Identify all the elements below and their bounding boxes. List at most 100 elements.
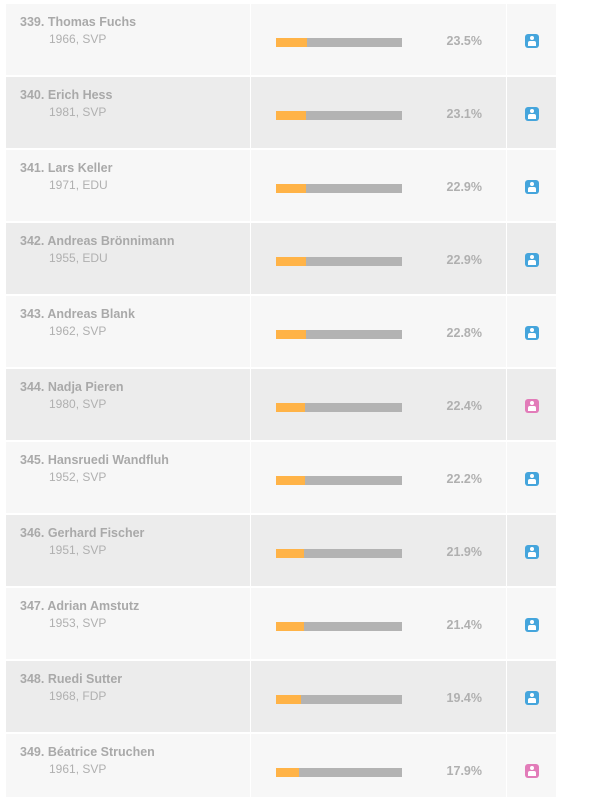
score-percent: 22.8% <box>446 326 482 340</box>
score-cell: 22.4% <box>251 369 507 440</box>
score-cell: 22.8% <box>251 296 507 367</box>
score-cell: 22.2% <box>251 442 507 513</box>
member-name[interactable]: 343. Andreas Blank <box>20 307 135 321</box>
member-name-text: Thomas Fuchs <box>47 15 137 29</box>
rank-number: 349. <box>20 745 45 759</box>
score-cell: 22.9% <box>251 223 507 294</box>
score-bar <box>276 111 402 120</box>
gender-cell <box>507 442 556 513</box>
table-row[interactable]: 349. Béatrice Struchen 1961, SVP 17.9% <box>6 734 556 797</box>
score-bar <box>276 622 402 631</box>
score-bar-fill <box>276 257 306 266</box>
score-bar-fill <box>276 403 306 412</box>
table-row[interactable]: 343. Andreas Blank 1962, SVP 22.8% <box>6 296 556 368</box>
member-name[interactable]: 341. Lars Keller <box>20 161 112 175</box>
name-cell: 339. Thomas Fuchs 1966, SVP <box>6 4 251 75</box>
score-percent: 23.1% <box>446 107 482 121</box>
member-name-text: Gerhard Fischer <box>47 526 145 540</box>
male-icon <box>525 107 539 121</box>
score-bar <box>276 768 402 777</box>
male-icon <box>525 545 539 559</box>
male-icon <box>525 618 539 632</box>
member-name[interactable]: 339. Thomas Fuchs <box>20 15 136 29</box>
score-bar-fill <box>276 38 307 47</box>
score-bar-fill <box>276 695 302 704</box>
male-icon <box>525 34 539 48</box>
member-name-text: Erich Hess <box>47 88 113 102</box>
name-cell: 346. Gerhard Fischer 1951, SVP <box>6 515 251 586</box>
rank-number: 342. <box>20 234 45 248</box>
rank-number: 340. <box>20 88 45 102</box>
member-name[interactable]: 349. Béatrice Struchen <box>20 745 155 759</box>
score-percent: 22.9% <box>446 180 482 194</box>
female-icon <box>525 764 539 778</box>
gender-cell <box>507 150 556 221</box>
member-meta: 1962, SVP <box>49 324 107 338</box>
ranking-list: 339. Thomas Fuchs 1966, SVP 23.5% 340. Eric… <box>6 0 556 797</box>
rank-number: 346. <box>20 526 45 540</box>
score-cell: 23.5% <box>251 4 507 75</box>
member-meta: 1951, SVP <box>49 543 107 557</box>
member-name-text: Adrian Amstutz <box>47 599 140 613</box>
score-cell: 23.1% <box>251 77 507 148</box>
table-row[interactable]: 342. Andreas Brönnimann 1955, EDU 22.9% <box>6 223 556 295</box>
score-bar-fill <box>276 184 306 193</box>
table-row[interactable]: 341. Lars Keller 1971, EDU 22.9% <box>6 150 556 222</box>
rank-number: 343. <box>20 307 45 321</box>
score-bar <box>276 330 402 339</box>
member-name[interactable]: 347. Adrian Amstutz <box>20 599 139 613</box>
score-bar-fill <box>276 768 300 777</box>
member-meta: 1971, EDU <box>49 178 108 192</box>
score-cell: 21.4% <box>251 588 507 659</box>
score-bar-fill <box>276 549 305 558</box>
rank-number: 348. <box>20 672 45 686</box>
member-meta: 1953, SVP <box>49 616 107 630</box>
member-meta: 1980, SVP <box>49 397 107 411</box>
member-name[interactable]: 340. Erich Hess <box>20 88 112 102</box>
score-cell: 22.9% <box>251 150 507 221</box>
score-bar <box>276 38 402 47</box>
score-percent: 21.4% <box>446 618 482 632</box>
table-row[interactable]: 347. Adrian Amstutz 1953, SVP 21.4% <box>6 588 556 660</box>
gender-cell <box>507 4 556 75</box>
score-bar <box>276 476 402 485</box>
female-icon <box>525 399 539 413</box>
table-row[interactable]: 339. Thomas Fuchs 1966, SVP 23.5% <box>6 4 556 76</box>
name-cell: 342. Andreas Brönnimann 1955, EDU <box>6 223 251 294</box>
member-meta: 1968, FDP <box>49 689 107 703</box>
score-bar-fill <box>276 622 304 631</box>
score-percent: 21.9% <box>446 545 482 559</box>
table-row[interactable]: 348. Ruedi Sutter 1968, FDP 19.4% <box>6 661 556 733</box>
member-name[interactable]: 345. Hansruedi Wandfluh <box>20 453 169 467</box>
member-name[interactable]: 348. Ruedi Sutter <box>20 672 122 686</box>
member-meta: 1955, EDU <box>49 251 108 265</box>
rank-number: 345. <box>20 453 45 467</box>
member-name[interactable]: 342. Andreas Brönnimann <box>20 234 174 248</box>
table-row[interactable]: 340. Erich Hess 1981, SVP 23.1% <box>6 77 556 149</box>
male-icon <box>525 326 539 340</box>
member-name-text: Nadja Pieren <box>47 380 124 394</box>
score-percent: 17.9% <box>446 764 482 778</box>
rank-number: 344. <box>20 380 45 394</box>
name-cell: 349. Béatrice Struchen 1961, SVP <box>6 734 251 797</box>
male-icon <box>525 180 539 194</box>
score-bar-fill <box>276 476 305 485</box>
score-percent: 19.4% <box>446 691 482 705</box>
name-cell: 347. Adrian Amstutz 1953, SVP <box>6 588 251 659</box>
score-percent: 22.9% <box>446 253 482 267</box>
member-name-text: Ruedi Sutter <box>47 672 123 686</box>
table-row[interactable]: 344. Nadja Pieren 1980, SVP 22.4% <box>6 369 556 441</box>
score-bar <box>276 257 402 266</box>
table-row[interactable]: 345. Hansruedi Wandfluh 1952, SVP 22.2% <box>6 442 556 514</box>
gender-cell <box>507 223 556 294</box>
score-bar <box>276 549 402 558</box>
member-name[interactable]: 344. Nadja Pieren <box>20 380 124 394</box>
gender-cell <box>507 661 556 732</box>
name-cell: 344. Nadja Pieren 1980, SVP <box>6 369 251 440</box>
name-cell: 340. Erich Hess 1981, SVP <box>6 77 251 148</box>
member-name[interactable]: 346. Gerhard Fischer <box>20 526 144 540</box>
table-row[interactable]: 346. Gerhard Fischer 1951, SVP 21.9% <box>6 515 556 587</box>
gender-cell <box>507 77 556 148</box>
male-icon <box>525 253 539 267</box>
gender-cell <box>507 296 556 367</box>
